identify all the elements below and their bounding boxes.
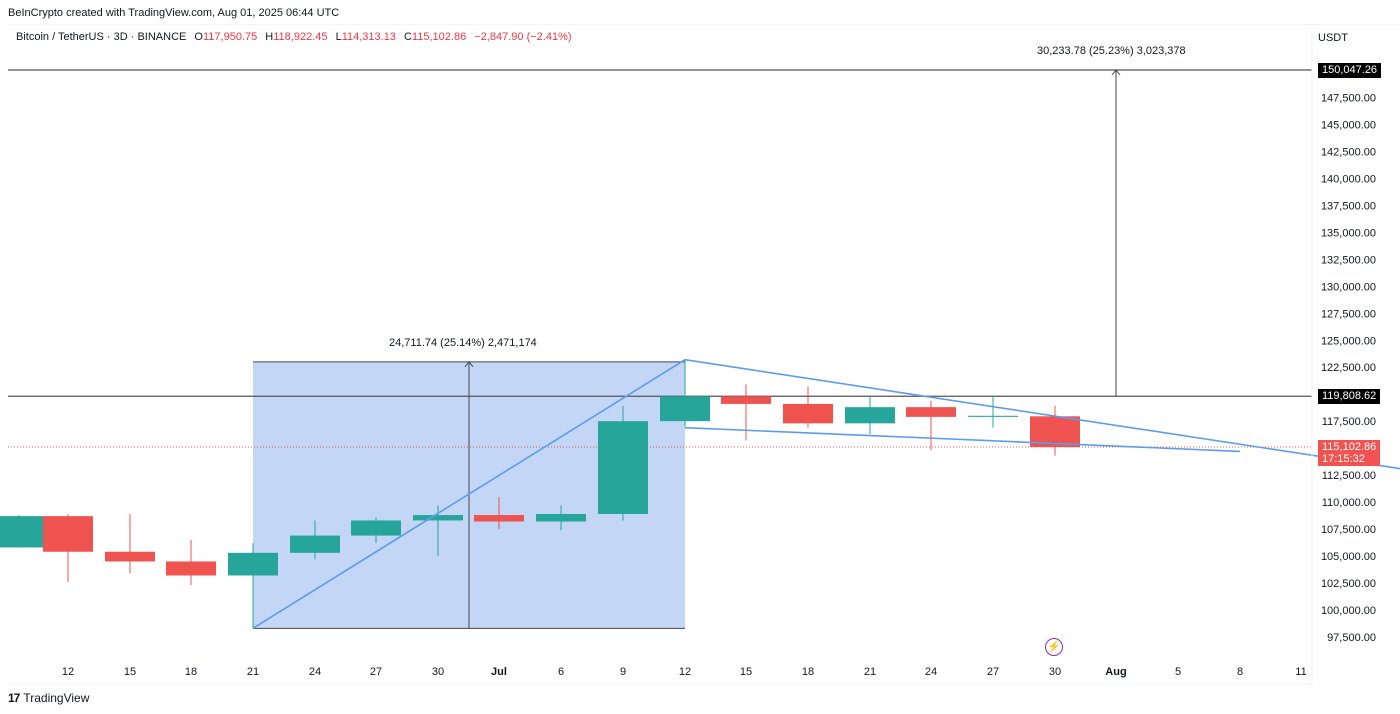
tradingview-logo[interactable]: 17 TradingView [8,691,89,705]
price-axis-tick: 145,000.00 [1321,119,1376,131]
price-axis-tick: 97,500.00 [1327,632,1376,644]
price-axis-tick: 102,500.00 [1321,578,1376,590]
price-axis-tick: 130,000.00 [1321,281,1376,293]
symbol-name[interactable]: Bitcoin / TetherUS · 3D · BINANCE [16,31,187,43]
target-measurement-label: 30,233.78 (25.23%) 3,023,378 [1037,45,1186,57]
time-axis-tick: Jul [491,666,507,678]
time-axis-tick: 27 [370,666,382,678]
price-axis-tick: 117,500.00 [1322,416,1376,428]
close-label: C [404,31,412,43]
time-axis-tick: 8 [1237,666,1243,678]
time-axis-tick: 9 [620,666,626,678]
change-value: −2,847.90 (−2.41%) [474,31,572,43]
candle-body [290,535,340,553]
time-axis-tick: 18 [802,666,814,678]
price-axis-tick: 127,500.00 [1321,308,1376,320]
high-label: H [265,31,274,43]
price-axis-tick: 140,000.00 [1321,173,1376,185]
candle-body [906,407,956,417]
price-axis-tick: 132,500.00 [1321,254,1376,266]
price-axis-tick: 122,500.00 [1321,362,1376,374]
time-axis-tick: 27 [987,666,999,678]
time-axis-tick: 24 [309,666,321,678]
price-axis-tick: 137,500.00 [1321,200,1376,212]
pole-measurement-label: 24,711.74 (25.14%) 2,471,174 [389,337,537,349]
candle-body [0,516,44,548]
chart-credit: BeInCrypto created with TradingView.com,… [8,7,340,19]
high-value: 118,922.45 [273,31,328,43]
candle-body [783,403,833,424]
time-axis-tick: 11 [1295,666,1306,678]
price-axis-tick: 105,000.00 [1321,551,1376,563]
wedge-upper-line [684,358,1400,470]
candle-body [968,415,1018,417]
candle-body [1030,416,1080,448]
candle-body [598,421,648,514]
candle-body [351,520,401,536]
chart-frame [8,24,1400,685]
time-axis-tick: 5 [1175,666,1181,678]
time-axis-tick: 6 [558,666,564,678]
candle-body [228,552,278,576]
price-axis-tick: 125,000.00 [1321,335,1376,347]
candle-body [845,407,895,424]
price-axis-tick: 135,000.00 [1321,227,1376,239]
target-price-badge: 150,047.26 [1318,63,1382,78]
symbol-legend: Bitcoin / TetherUS · 3D · BINANCE O117,9… [16,31,572,43]
close-value: 115,102.86 [411,31,467,43]
candle-body [105,551,155,562]
candle-body [660,396,710,422]
time-axis-tick: 24 [925,666,937,678]
time-axis-tick: 15 [740,666,752,678]
price-axis-tick: 147,500.00 [1321,92,1376,104]
time-axis-tick: 30 [432,666,444,678]
time-axis-tick: 12 [679,666,691,678]
trendline-line [252,359,686,630]
tv-logo-icon: 17 [8,691,20,705]
candle-body [721,396,771,404]
lightning-event-icon[interactable]: ⚡ [1045,638,1063,656]
candle-body [413,515,463,521]
candle-body [536,513,586,522]
time-axis-tick: 21 [247,666,259,678]
tv-brand-name: TradingView [23,691,90,705]
low-value: 114,313.13 [341,31,396,43]
candle-body [474,515,524,522]
arrow-head-icon [1111,69,1121,76]
last-price-value: 115,102.86 [1322,441,1377,453]
time-axis-tick: 21 [864,666,876,678]
time-axis-tick: Aug [1105,666,1126,678]
open-value: 117,950.75 [202,31,258,43]
arrow-head-icon [464,361,474,368]
time-axis-tick: 18 [185,666,197,678]
time-axis-tick: 30 [1049,666,1061,678]
candle-body [43,516,93,552]
price-axis-tick: 110,000.00 [1322,497,1376,509]
last-price-badge: 115,102.86 17:15:32 [1318,440,1381,466]
time-axis-tick: 15 [124,666,136,678]
price-axis-tick: 112,500.00 [1322,470,1376,482]
time-axis-tick: 12 [62,666,74,678]
price-axis-tick: 100,000.00 [1321,605,1376,617]
candle-body [166,561,216,576]
price-axis-tick: 107,500.00 [1321,524,1376,536]
price-axis-tick: 142,500.00 [1321,146,1376,158]
wedge-lower-line [684,426,1241,453]
open-label: O [194,31,203,43]
low-label: L [335,31,342,43]
resistance-price-badge: 119,808.62 [1318,389,1381,404]
currency-unit[interactable]: USDT [1318,32,1348,44]
bar-countdown: 17:15:32 [1322,453,1365,465]
